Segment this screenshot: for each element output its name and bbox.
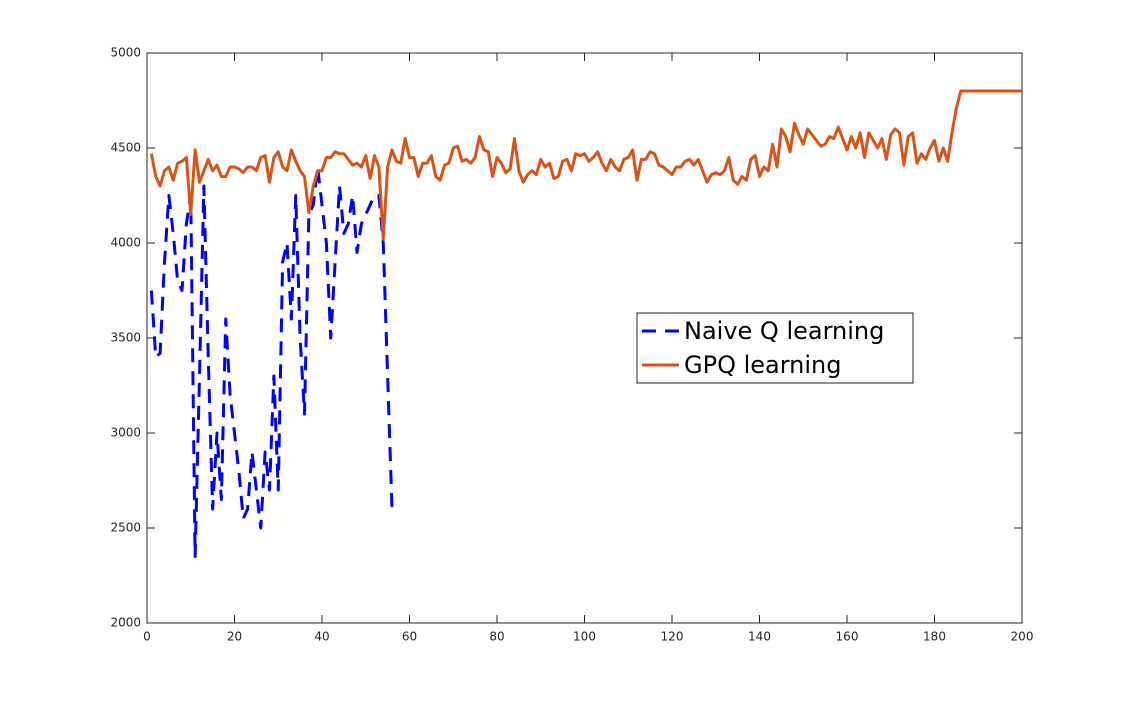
x-tick-label: 100	[573, 630, 596, 644]
x-tick-label: 60	[402, 630, 417, 644]
x-tick-label: 180	[923, 630, 946, 644]
x-tick-label: 160	[836, 630, 859, 644]
x-tick-label: 80	[489, 630, 504, 644]
legend-label: GPQ learning	[684, 351, 842, 379]
data-line	[149, 165, 394, 558]
x-tick-label: 120	[661, 630, 684, 644]
legend-box	[636, 312, 914, 384]
y-tick-label: 2000	[110, 616, 141, 630]
data-line	[149, 89, 1022, 241]
y-tick-label: 3000	[110, 426, 141, 440]
y-tick-label: 5000	[110, 46, 141, 60]
x-tick-label: 200	[1011, 630, 1034, 644]
x-tick-label: 20	[227, 630, 242, 644]
y-tick-label: 2500	[110, 521, 141, 535]
y-tick-label: 4500	[110, 141, 141, 155]
x-tick-label: 40	[314, 630, 329, 644]
legend-label: Naive Q learning	[684, 317, 884, 345]
y-tick-label: 4000	[110, 236, 141, 250]
x-tick-label: 140	[748, 630, 771, 644]
y-tick-label: 3500	[110, 331, 141, 345]
x-tick-label: 0	[143, 630, 151, 644]
